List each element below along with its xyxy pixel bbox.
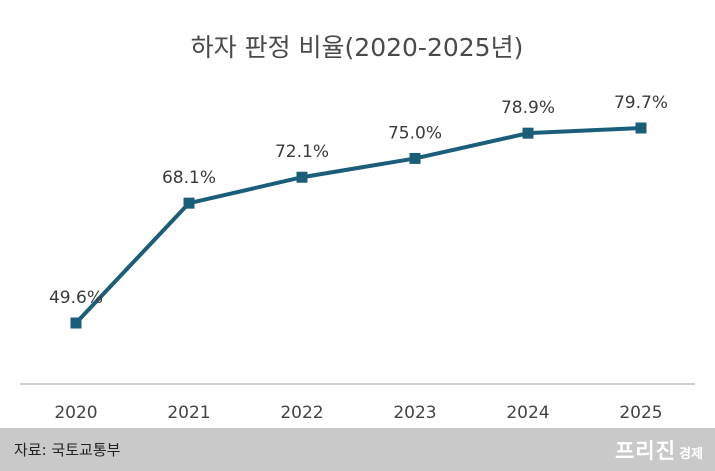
data-point-2023: [409, 152, 421, 164]
data-point-2021: [183, 197, 195, 209]
x-tick-label-2020: 2020: [54, 403, 97, 423]
line-chart: 하자 판정 비율(2020-2025년) 49.6% 68.1% 72.1% 75.0…: [20, 33, 695, 423]
data-point-2024: [522, 127, 534, 139]
data-label-2020: 49.6%: [49, 288, 103, 308]
brand-name: 프리진: [615, 439, 677, 463]
x-tick-label-2021: 2021: [167, 403, 210, 423]
data-point-2020: [70, 317, 82, 329]
source-note: 자료: 국토교통부: [14, 441, 121, 459]
chart-title: 하자 판정 비율(2020-2025년): [191, 33, 524, 62]
series-layer: 49.6% 68.1% 72.1% 75.0% 78.9% 79.7%: [49, 93, 668, 329]
x-tick-label-2022: 2022: [280, 403, 323, 423]
x-tick-label-2024: 2024: [506, 403, 549, 423]
x-tick-label-2025: 2025: [619, 403, 662, 423]
data-label-2023: 75.0%: [388, 123, 442, 143]
brand-logo: 프리진 경제: [615, 435, 703, 465]
data-point-2022: [296, 171, 308, 183]
x-tick-labels: 2020 2021 2022 2023 2024 2025: [54, 403, 662, 423]
x-tick-label-2023: 2023: [393, 403, 436, 423]
brand-suffix: 경제: [679, 447, 703, 462]
data-label-2022: 72.1%: [275, 142, 329, 162]
data-label-2021: 68.1%: [162, 168, 216, 188]
data-label-2024: 78.9%: [501, 98, 555, 118]
footer-bar: 자료: 국토교통부 프리진 경제: [0, 428, 715, 471]
data-point-2025: [635, 122, 647, 134]
data-label-2025: 79.7%: [614, 93, 668, 113]
series-line: [74, 126, 642, 325]
